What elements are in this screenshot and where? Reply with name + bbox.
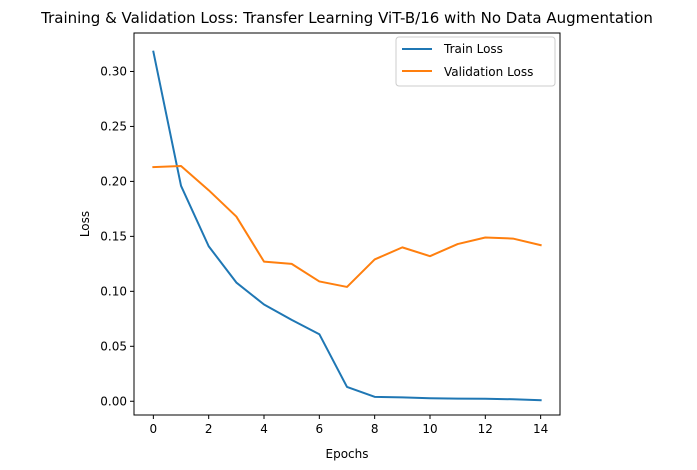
x-tick-label: 2 <box>205 422 213 436</box>
x-tick-label: 0 <box>150 422 158 436</box>
y-tick-label: 0.20 <box>100 174 127 188</box>
series-line-train-loss <box>152 50 542 402</box>
series-line-validation-loss <box>152 165 542 288</box>
legend: Train Loss Validation Loss <box>395 36 556 87</box>
y-tick-label: 0.05 <box>100 339 127 353</box>
y-tick-label: 0.15 <box>100 229 127 243</box>
y-axis: 0.00 0.05 0.10 0.15 0.20 0.25 0.30 <box>100 64 134 408</box>
y-tick-label: 0.10 <box>100 284 127 298</box>
x-tick-label: 4 <box>260 422 268 436</box>
plot-frame <box>133 32 561 416</box>
x-tick-label: 12 <box>478 422 493 436</box>
plot-area <box>133 32 561 416</box>
x-axis-label: Epochs <box>326 447 369 461</box>
chart-title: Training & Validation Loss: Transfer Lea… <box>40 9 653 27</box>
legend-box <box>395 36 556 87</box>
legend-label-train-loss: Train Loss <box>443 42 503 56</box>
y-axis-label: Loss <box>78 211 92 237</box>
x-tick-label: 14 <box>533 422 548 436</box>
x-axis: 0 2 4 6 8 10 12 14 <box>150 415 548 436</box>
y-tick-label: 0.30 <box>100 64 127 78</box>
legend-label-validation-loss: Validation Loss <box>444 65 533 79</box>
x-tick-label: 6 <box>316 422 324 436</box>
series-layer <box>152 50 542 402</box>
x-tick-label: 10 <box>422 422 437 436</box>
y-tick-label: 0.00 <box>100 394 127 408</box>
y-tick-label: 0.25 <box>100 119 127 133</box>
x-tick-label: 8 <box>371 422 379 436</box>
